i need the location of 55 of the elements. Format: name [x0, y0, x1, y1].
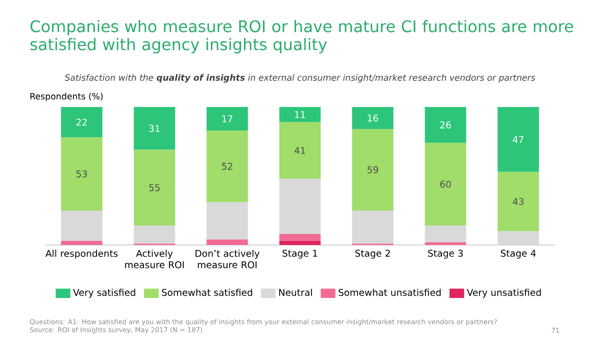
bar [61, 137, 102, 210]
x-tick-label: Stage 1 [282, 250, 318, 259]
bar [424, 142, 466, 226]
x-tick-label: Stage 2 [355, 250, 390, 259]
x-tick-label: Don’t actively measure ROI [196, 250, 260, 268]
bar [134, 226, 176, 244]
bar [424, 242, 466, 245]
bar [352, 107, 394, 130]
legend-label: Somewhat unsatisfied [338, 288, 441, 296]
bar [134, 107, 176, 150]
bar [61, 240, 102, 245]
legend-label: Very unsatisfied [466, 288, 541, 298]
bar [498, 172, 539, 232]
bar [424, 107, 466, 143]
bar [206, 202, 248, 240]
bar [206, 130, 248, 202]
x-tick-label: Actively measure ROI [125, 250, 184, 268]
bar [279, 240, 321, 245]
bar [134, 150, 176, 226]
data-label: 16 [368, 114, 378, 122]
y-axis-title: Respondents (%) [30, 92, 103, 102]
bar [424, 226, 466, 242]
bar [279, 178, 321, 234]
bar [352, 129, 394, 210]
bar [279, 107, 321, 122]
data-label: 26 [440, 121, 451, 128]
bar [498, 107, 539, 172]
bar [279, 122, 321, 179]
data-label: 41 [294, 147, 306, 154]
bar [206, 239, 248, 245]
x-tick-label: Stage 4 [500, 250, 536, 259]
data-label: 31 [149, 124, 160, 132]
legend-label: Somewhat satisfied [162, 288, 252, 296]
data-label: 43 [512, 198, 524, 206]
x-tick-label: Stage 3 [428, 250, 463, 259]
data-label: 11 [295, 111, 306, 118]
legend-label: Very satisfied [73, 288, 136, 298]
chart-subtitle: Satisfaction with the quality of insights in external consumer insight/market research vendors or partners [64, 74, 536, 83]
bar [352, 210, 394, 244]
data-label: 22 [76, 118, 87, 126]
data-label: 55 [149, 184, 160, 192]
data-label: 59 [368, 166, 378, 174]
chart-title: Companies who measure ROI or have mature CI functions are more satisfied with agency insights quality [30, 20, 574, 54]
bar [498, 231, 539, 245]
legend-label: Neutral [279, 288, 312, 296]
x-tick-label: All respondents [45, 250, 118, 259]
data-label: 52 [222, 162, 232, 170]
data-label: 47 [512, 136, 524, 143]
bar [61, 210, 102, 241]
bar [279, 234, 321, 241]
data-label: 53 [76, 170, 87, 178]
data-label: 60 [440, 180, 451, 188]
bar [61, 107, 102, 138]
bar [206, 107, 248, 130]
data-label: 17 [222, 115, 232, 122]
